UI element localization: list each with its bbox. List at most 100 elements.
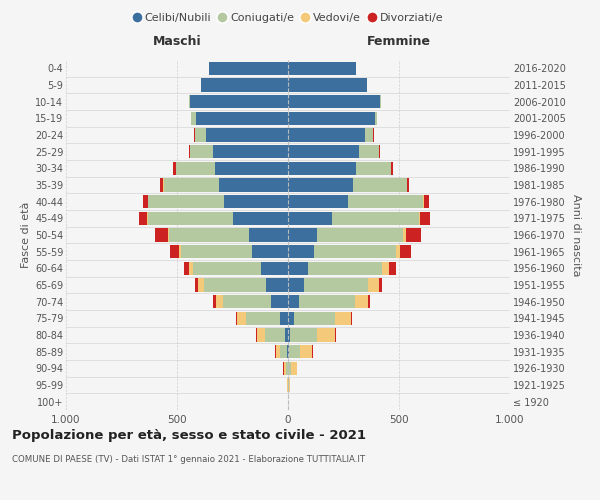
Bar xyxy=(287,345,288,358)
Bar xyxy=(332,212,419,225)
Bar xyxy=(189,145,190,158)
Bar xyxy=(206,128,288,141)
Bar xyxy=(189,262,193,275)
Bar xyxy=(351,312,352,325)
Bar xyxy=(288,278,304,291)
Legend: Celibi/Nubili, Coniugati/e, Vedovi/e, Divorziati/e: Celibi/Nubili, Coniugati/e, Vedovi/e, Di… xyxy=(128,8,448,28)
Bar xyxy=(288,112,374,125)
Bar xyxy=(213,295,216,308)
Bar xyxy=(257,328,265,342)
Bar xyxy=(420,212,430,225)
Bar xyxy=(190,145,212,158)
Bar xyxy=(288,262,308,275)
Bar xyxy=(184,262,189,275)
Bar xyxy=(288,295,299,308)
Bar xyxy=(170,245,179,258)
Bar xyxy=(236,312,237,325)
Bar xyxy=(203,278,266,291)
Bar xyxy=(419,212,420,225)
Y-axis label: Anni di nascita: Anni di nascita xyxy=(571,194,581,276)
Bar xyxy=(288,228,317,241)
Bar xyxy=(424,195,428,208)
Bar xyxy=(286,362,287,375)
Bar xyxy=(168,228,169,241)
Bar xyxy=(288,312,293,325)
Bar xyxy=(202,78,288,92)
Bar xyxy=(288,378,289,392)
Bar xyxy=(288,145,359,158)
Bar xyxy=(288,195,348,208)
Bar xyxy=(280,312,288,325)
Bar xyxy=(216,295,223,308)
Bar xyxy=(173,162,176,175)
Bar xyxy=(196,278,198,291)
Bar xyxy=(304,278,368,291)
Bar xyxy=(400,245,411,258)
Bar xyxy=(293,312,335,325)
Bar xyxy=(265,328,284,342)
Bar xyxy=(288,328,290,342)
Bar xyxy=(148,195,224,208)
Bar xyxy=(391,162,392,175)
Bar xyxy=(181,245,253,258)
Bar xyxy=(317,328,335,342)
Bar xyxy=(253,245,288,258)
Text: Maschi: Maschi xyxy=(152,36,202,49)
Bar xyxy=(289,345,300,358)
Bar xyxy=(299,295,355,308)
Bar xyxy=(300,345,312,358)
Bar xyxy=(355,295,368,308)
Text: COMUNE DI PAESE (TV) - Dati ISTAT 1° gennaio 2021 - Elaborazione TUTTITALIA.IT: COMUNE DI PAESE (TV) - Dati ISTAT 1° gen… xyxy=(12,455,365,464)
Bar xyxy=(288,95,380,108)
Bar xyxy=(288,245,314,258)
Bar xyxy=(368,278,379,291)
Bar xyxy=(356,162,391,175)
Bar xyxy=(317,228,403,241)
Bar xyxy=(198,278,203,291)
Bar xyxy=(209,62,288,75)
Bar xyxy=(189,95,190,108)
Bar xyxy=(280,345,287,358)
Bar xyxy=(148,212,233,225)
Bar xyxy=(179,245,181,258)
Bar xyxy=(191,112,196,125)
Bar xyxy=(223,295,271,308)
Bar xyxy=(308,262,382,275)
Bar xyxy=(284,362,286,375)
Bar xyxy=(224,195,288,208)
Bar xyxy=(256,328,257,342)
Bar xyxy=(271,295,288,308)
Bar xyxy=(288,345,289,358)
Bar xyxy=(193,262,262,275)
Bar xyxy=(389,262,395,275)
Bar xyxy=(291,362,296,375)
Text: Femmine: Femmine xyxy=(367,36,431,49)
Bar xyxy=(348,195,424,208)
Bar xyxy=(288,62,356,75)
Bar xyxy=(368,295,370,308)
Bar xyxy=(262,262,288,275)
Bar xyxy=(289,362,291,375)
Bar xyxy=(195,128,206,141)
Bar xyxy=(289,378,290,392)
Bar xyxy=(266,278,288,291)
Bar xyxy=(288,128,365,141)
Bar xyxy=(335,312,351,325)
Bar xyxy=(288,178,353,192)
Bar xyxy=(314,245,395,258)
Bar xyxy=(379,145,380,158)
Bar xyxy=(160,178,163,192)
Bar xyxy=(237,312,246,325)
Bar xyxy=(288,162,356,175)
Bar xyxy=(380,95,381,108)
Bar xyxy=(284,328,288,342)
Bar xyxy=(359,145,379,158)
Bar xyxy=(190,95,288,108)
Y-axis label: Fasce di età: Fasce di età xyxy=(20,202,31,268)
Bar xyxy=(233,212,288,225)
Bar xyxy=(395,245,400,258)
Bar xyxy=(379,278,382,291)
Bar xyxy=(246,312,280,325)
Bar xyxy=(374,112,377,125)
Bar xyxy=(288,212,332,225)
